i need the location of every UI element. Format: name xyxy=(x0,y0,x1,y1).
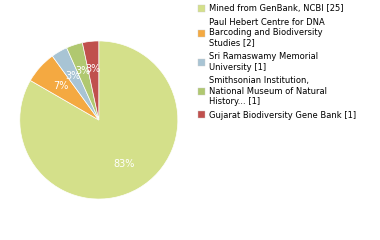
Text: 3%: 3% xyxy=(86,64,101,74)
Wedge shape xyxy=(66,43,99,120)
Text: 3%: 3% xyxy=(65,71,81,80)
Text: 3%: 3% xyxy=(75,66,90,76)
Text: 83%: 83% xyxy=(114,160,135,169)
Text: 7%: 7% xyxy=(53,81,68,91)
Wedge shape xyxy=(20,41,178,199)
Wedge shape xyxy=(82,41,99,120)
Wedge shape xyxy=(30,56,99,120)
Wedge shape xyxy=(52,48,99,120)
Legend: Mined from GenBank, NCBI [25], Paul Hebert Centre for DNA
Barcoding and Biodiver: Mined from GenBank, NCBI [25], Paul Hebe… xyxy=(198,4,356,120)
